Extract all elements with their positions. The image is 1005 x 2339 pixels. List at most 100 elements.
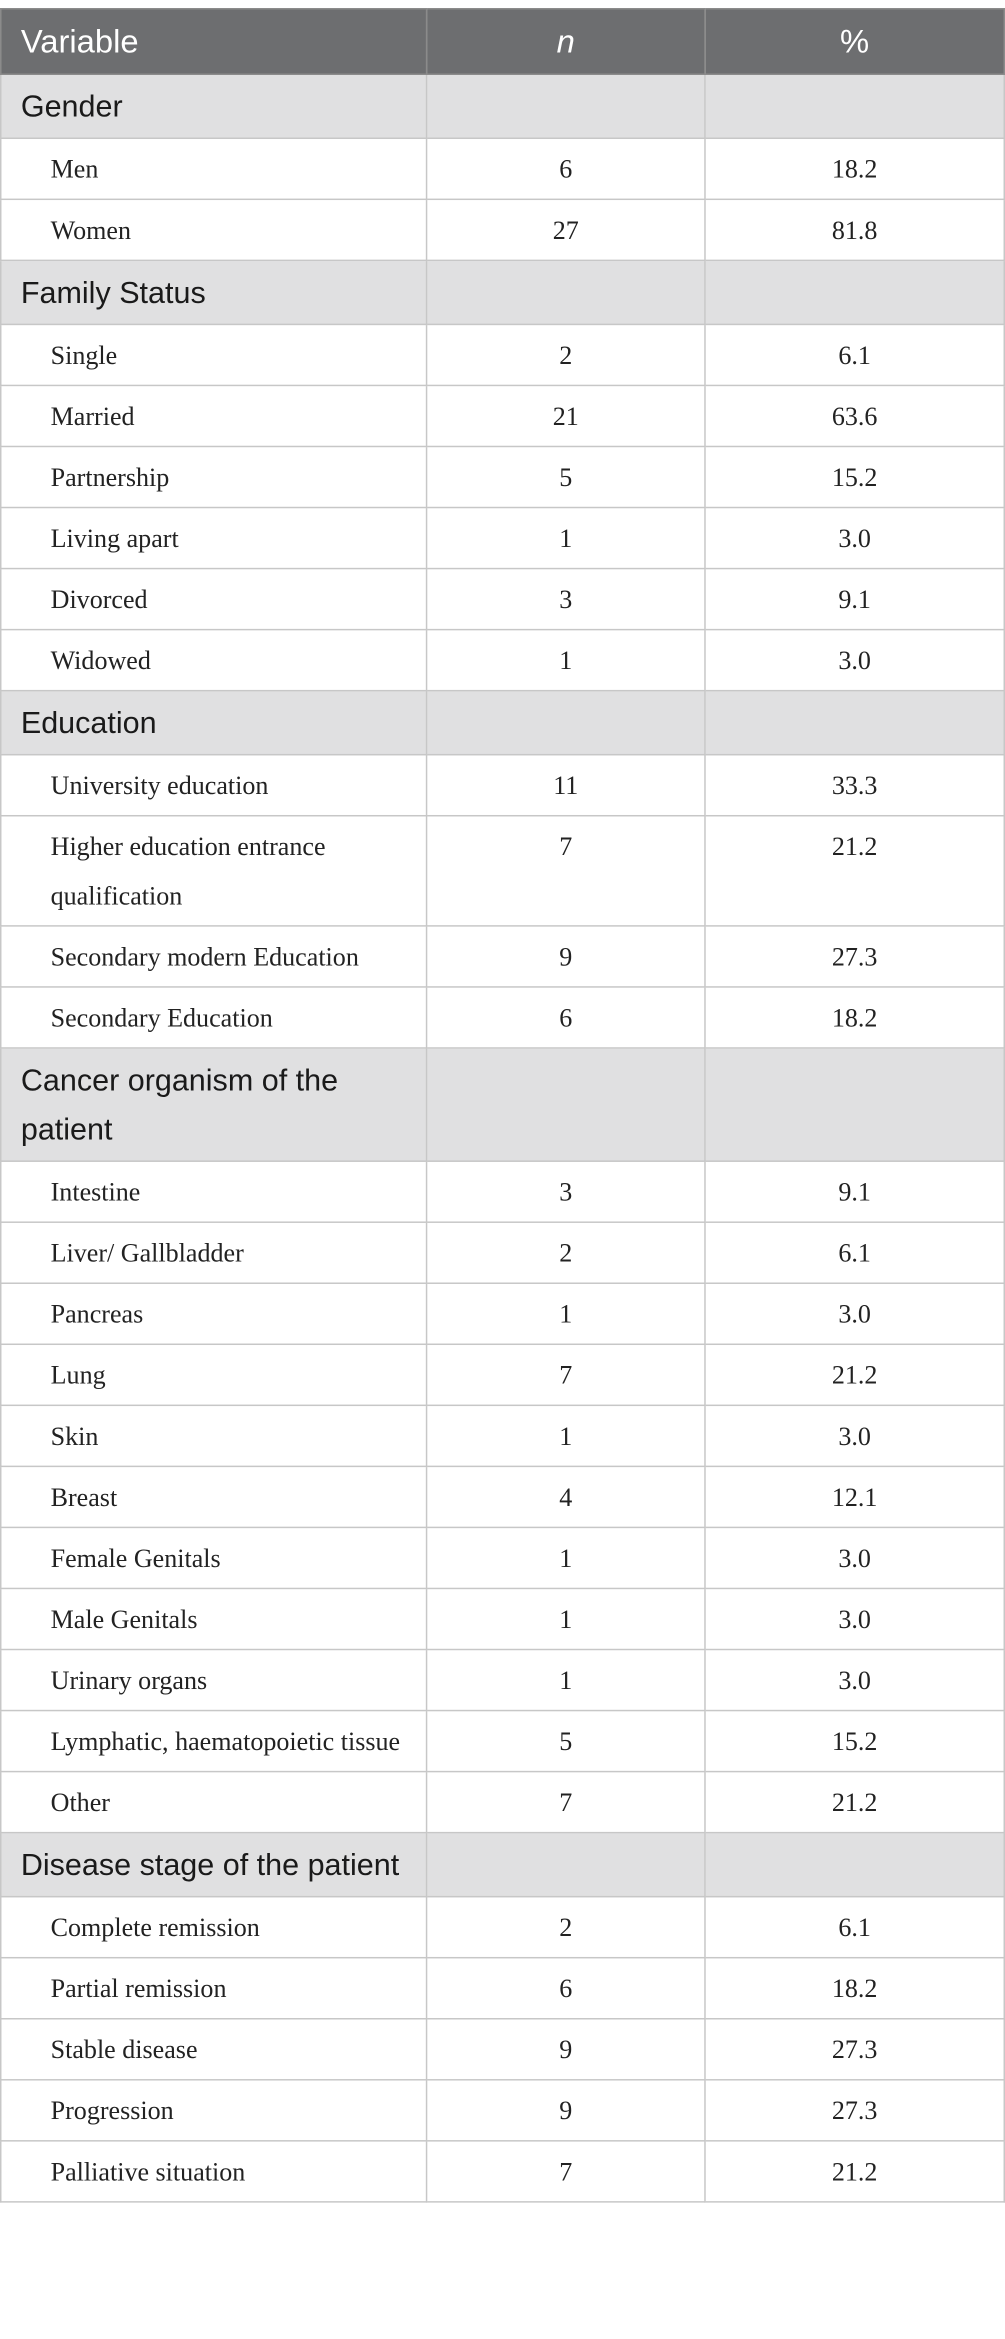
row-n: 7 bbox=[425, 1770, 706, 1834]
row-percent: 27.3 bbox=[704, 925, 1005, 988]
header-n: n bbox=[425, 7, 706, 76]
row-n: 9 bbox=[425, 925, 706, 988]
table-row: Living apart 1 3.0 bbox=[0, 506, 1005, 570]
row-label: Palliative situation bbox=[0, 2140, 428, 2203]
row-label: Liver/ Gallbladder bbox=[0, 1221, 428, 1284]
row-label: Secondary Education bbox=[0, 986, 428, 1049]
section-n-cell bbox=[425, 73, 706, 140]
section-percent-cell bbox=[704, 1831, 1005, 1898]
row-label: Single bbox=[0, 323, 428, 387]
row-label: Partial remission bbox=[0, 1956, 428, 2020]
row-n: 2 bbox=[425, 1895, 706, 1959]
row-n: 1 bbox=[425, 628, 706, 692]
table-row: Women 27 81.8 bbox=[0, 198, 1005, 262]
row-n: 1 bbox=[425, 1587, 706, 1651]
row-percent: 12.1 bbox=[704, 1465, 1005, 1529]
row-percent: 3.0 bbox=[704, 1282, 1005, 1346]
row-label: Higher education entrance qualification bbox=[0, 814, 428, 927]
row-n: 7 bbox=[425, 2140, 706, 2203]
row-n: 21 bbox=[425, 384, 706, 448]
row-n: 1 bbox=[425, 1526, 706, 1590]
row-n: 7 bbox=[425, 1343, 706, 1407]
row-percent: 18.2 bbox=[704, 137, 1005, 201]
table-row: Urinary organs 1 3.0 bbox=[0, 1648, 1005, 1712]
row-n: 7 bbox=[425, 814, 706, 927]
table-container: Variable n % Gender Men 6 18.2 Women 27 81.8 Fa… bbox=[0, 7, 1005, 2203]
table-row: Married 21 63.6 bbox=[0, 384, 1005, 448]
row-label: Stable disease bbox=[0, 2018, 428, 2081]
row-label: Men bbox=[0, 137, 428, 201]
row-percent: 63.6 bbox=[704, 384, 1005, 448]
table-row: Stable disease 9 27.3 bbox=[0, 2018, 1005, 2081]
row-n: 6 bbox=[425, 137, 706, 201]
row-percent: 21.2 bbox=[704, 1343, 1005, 1407]
row-percent: 27.3 bbox=[704, 2018, 1005, 2081]
section-percent-cell bbox=[704, 689, 1005, 756]
row-label: Complete remission bbox=[0, 1895, 428, 1959]
row-n: 6 bbox=[425, 1956, 706, 2020]
table-row: Liver/ Gallbladder 2 6.1 bbox=[0, 1221, 1005, 1284]
header-variable: Variable bbox=[0, 7, 428, 76]
row-label: University education bbox=[0, 753, 428, 817]
row-n: 1 bbox=[425, 1404, 706, 1468]
row-label: Urinary organs bbox=[0, 1648, 428, 1712]
table-row: Intestine 3 9.1 bbox=[0, 1160, 1005, 1223]
table-row: Widowed 1 3.0 bbox=[0, 628, 1005, 692]
row-label: Skin bbox=[0, 1404, 428, 1468]
table-row: Female Genitals 1 3.0 bbox=[0, 1526, 1005, 1590]
section-percent-cell bbox=[704, 259, 1005, 326]
table-row: Single 2 6.1 bbox=[0, 323, 1005, 387]
section-percent-cell bbox=[704, 1047, 1005, 1162]
table-body: Gender Men 6 18.2 Women 27 81.8 Family Status Si… bbox=[0, 73, 1005, 2203]
row-percent: 21.2 bbox=[704, 814, 1005, 927]
section-header-row: Family Status bbox=[0, 259, 1005, 326]
row-n: 2 bbox=[425, 1221, 706, 1284]
row-label: Progression bbox=[0, 2079, 428, 2142]
table-row: Breast 4 12.1 bbox=[0, 1465, 1005, 1529]
row-n: 27 bbox=[425, 198, 706, 262]
row-percent: 18.2 bbox=[704, 986, 1005, 1049]
row-n: 9 bbox=[425, 2018, 706, 2081]
table-header-row: Variable n % bbox=[0, 7, 1005, 76]
row-percent: 33.3 bbox=[704, 753, 1005, 817]
row-label: Widowed bbox=[0, 628, 428, 692]
section-label: Family Status bbox=[0, 259, 428, 326]
row-percent: 3.0 bbox=[704, 1587, 1005, 1651]
row-percent: 21.2 bbox=[704, 2140, 1005, 2203]
section-n-cell bbox=[425, 259, 706, 326]
row-percent: 6.1 bbox=[704, 1221, 1005, 1284]
row-label: Married bbox=[0, 384, 428, 448]
table-row: Other 7 21.2 bbox=[0, 1770, 1005, 1834]
row-percent: 9.1 bbox=[704, 567, 1005, 631]
table-row: Partial remission 6 18.2 bbox=[0, 1956, 1005, 2020]
table-row: Partnership 5 15.2 bbox=[0, 445, 1005, 509]
section-n-cell bbox=[425, 689, 706, 756]
table-row: Progression 9 27.3 bbox=[0, 2079, 1005, 2142]
section-label: Gender bbox=[0, 73, 428, 140]
row-percent: 27.3 bbox=[704, 2079, 1005, 2142]
table-row: Lymphatic, haematopoietic tissue 5 15.2 bbox=[0, 1709, 1005, 1773]
row-percent: 15.2 bbox=[704, 1709, 1005, 1773]
row-n: 9 bbox=[425, 2079, 706, 2142]
row-n: 1 bbox=[425, 506, 706, 570]
row-label: Living apart bbox=[0, 506, 428, 570]
section-label: Cancer organism of the patient bbox=[0, 1047, 428, 1162]
row-percent: 81.8 bbox=[704, 198, 1005, 262]
row-label: Lymphatic, haematopoietic tissue bbox=[0, 1709, 428, 1773]
table-row: Men 6 18.2 bbox=[0, 137, 1005, 201]
row-label: Lung bbox=[0, 1343, 428, 1407]
row-label: Breast bbox=[0, 1465, 428, 1529]
row-label: Male Genitals bbox=[0, 1587, 428, 1651]
row-percent: 3.0 bbox=[704, 506, 1005, 570]
row-percent: 3.0 bbox=[704, 628, 1005, 692]
row-percent: 3.0 bbox=[704, 1648, 1005, 1712]
table-row: Skin 1 3.0 bbox=[0, 1404, 1005, 1468]
row-percent: 3.0 bbox=[704, 1526, 1005, 1590]
section-label: Education bbox=[0, 689, 428, 756]
row-n: 5 bbox=[425, 445, 706, 509]
section-label: Disease stage of the patient bbox=[0, 1831, 428, 1898]
row-label: Women bbox=[0, 198, 428, 262]
row-percent: 9.1 bbox=[704, 1160, 1005, 1223]
row-percent: 6.1 bbox=[704, 323, 1005, 387]
section-n-cell bbox=[425, 1831, 706, 1898]
